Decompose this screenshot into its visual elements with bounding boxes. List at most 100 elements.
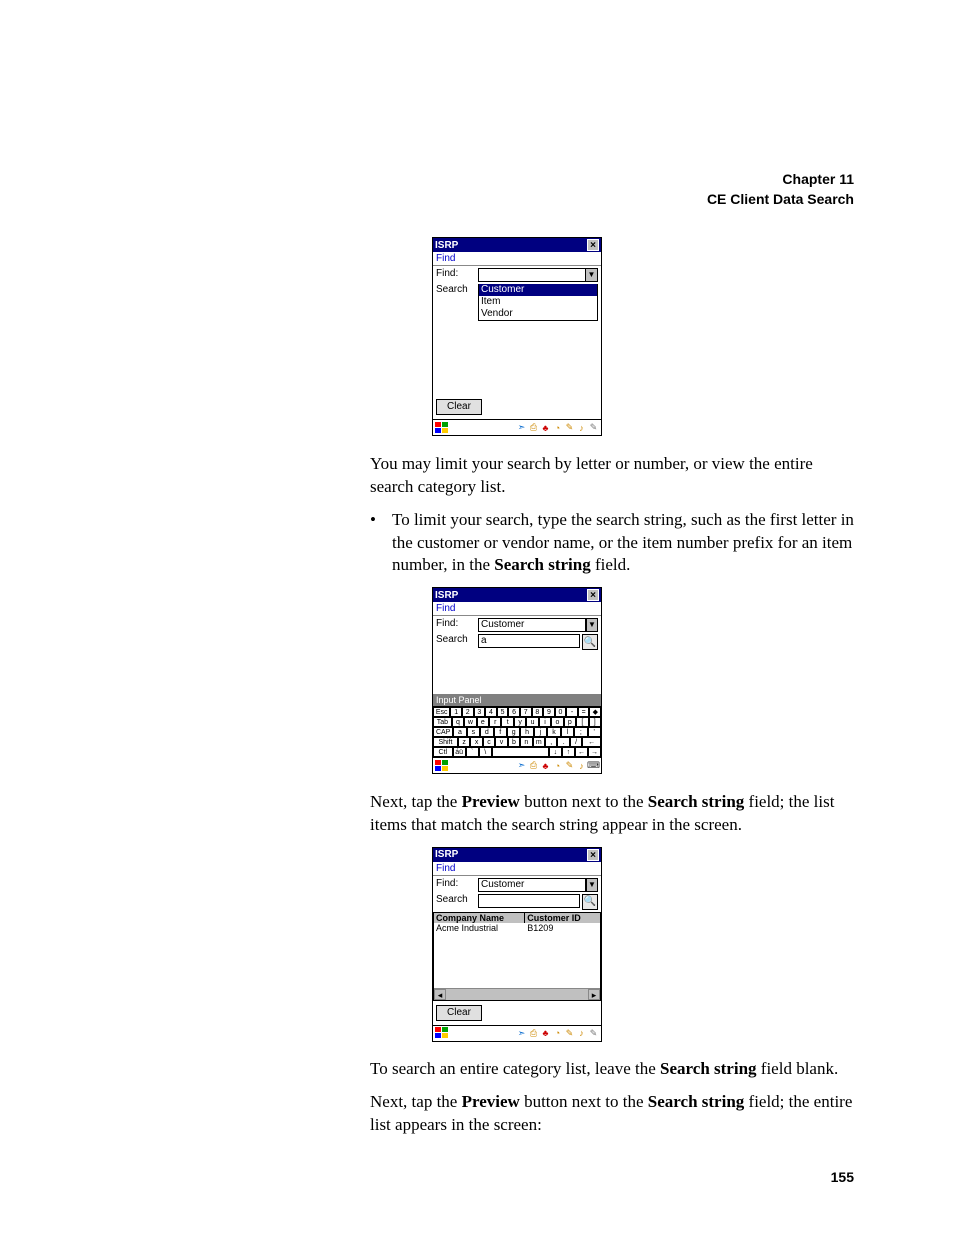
dropdown-item-item[interactable]: Item xyxy=(479,296,597,308)
menu-find[interactable]: Find xyxy=(433,602,601,616)
start-icon[interactable] xyxy=(435,1027,449,1039)
key[interactable]: i xyxy=(539,717,551,727)
keyboard-icon[interactable]: ⌨ xyxy=(588,760,599,771)
key[interactable]: 9 xyxy=(543,707,555,717)
menu-find[interactable]: Find xyxy=(433,252,601,266)
clear-button[interactable]: Clear xyxy=(436,1005,482,1021)
key[interactable]: a xyxy=(453,727,466,737)
tray-icon[interactable]: ⎙ xyxy=(528,422,539,433)
key[interactable]: e xyxy=(477,717,489,727)
tray-icon[interactable]: ♪ xyxy=(576,422,587,433)
find-dropdown[interactable]: Customer xyxy=(478,618,586,632)
key[interactable]: = xyxy=(578,707,590,717)
dropdown-list[interactable]: Customer Item Vendor xyxy=(478,284,598,321)
key[interactable]: → xyxy=(588,747,601,757)
tray-icon[interactable]: ⎙ xyxy=(528,1028,539,1039)
key[interactable]: 5 xyxy=(497,707,509,717)
key[interactable]: q xyxy=(452,717,464,727)
key[interactable]: Esc xyxy=(433,707,450,717)
col-customer-id[interactable]: Customer ID xyxy=(525,913,600,923)
tray-icon[interactable]: ✎ xyxy=(564,422,575,433)
key[interactable]: d xyxy=(480,727,493,737)
scroll-left-icon[interactable]: ◂ xyxy=(434,989,446,1000)
search-input[interactable] xyxy=(478,894,580,908)
key[interactable]: ← xyxy=(582,737,601,747)
key[interactable]: 1 xyxy=(450,707,462,717)
tray-icon[interactable]: ♪ xyxy=(576,1028,587,1039)
key[interactable]: v xyxy=(495,737,507,747)
search-input[interactable]: a xyxy=(478,634,580,648)
preview-button[interactable]: 🔍 xyxy=(582,634,598,650)
key[interactable]: w xyxy=(464,717,476,727)
key[interactable]: - xyxy=(566,707,578,717)
key[interactable]: 8 xyxy=(532,707,544,717)
tray-icon[interactable]: ➣ xyxy=(516,760,527,771)
tray-icon[interactable]: ♪ xyxy=(576,760,587,771)
close-icon[interactable]: × xyxy=(587,589,599,601)
key[interactable]: áü xyxy=(453,747,466,757)
key[interactable]: . xyxy=(557,737,569,747)
start-icon[interactable] xyxy=(435,760,449,772)
tray-icon[interactable]: ⎙ xyxy=(528,760,539,771)
menu-find[interactable]: Find xyxy=(433,862,601,876)
key[interactable]: g xyxy=(507,727,520,737)
key[interactable]: j xyxy=(534,727,547,737)
tray-icon[interactable]: ➣ xyxy=(516,1028,527,1039)
close-icon[interactable]: × xyxy=(587,239,599,251)
key[interactable]: ↓ xyxy=(549,747,562,757)
key[interactable]: y xyxy=(514,717,526,727)
key[interactable]: ← xyxy=(575,747,588,757)
key[interactable]: 0 xyxy=(555,707,567,717)
key[interactable]: ; xyxy=(574,727,587,737)
tray-icon[interactable]: ◔ xyxy=(552,1028,563,1039)
key[interactable]: Shift xyxy=(433,737,458,747)
key[interactable]: k xyxy=(547,727,560,737)
key[interactable]: ` xyxy=(466,747,479,757)
key[interactable]: ↑ xyxy=(562,747,575,757)
key[interactable]: ' xyxy=(588,727,601,737)
start-icon[interactable] xyxy=(435,422,449,434)
dropdown-item-vendor[interactable]: Vendor xyxy=(479,308,597,320)
tray-icon[interactable]: ♣ xyxy=(540,1028,551,1039)
key-space[interactable] xyxy=(492,747,549,757)
key[interactable]: r xyxy=(489,717,501,727)
key[interactable]: n xyxy=(520,737,532,747)
col-company-name[interactable]: Company Name xyxy=(434,913,525,923)
key[interactable]: [ xyxy=(576,717,588,727)
tray-icon[interactable]: ◔ xyxy=(552,422,563,433)
find-dropdown[interactable]: ▼ xyxy=(478,268,598,282)
key[interactable]: 4 xyxy=(485,707,497,717)
key[interactable]: c xyxy=(483,737,495,747)
tray-icon[interactable]: ✎ xyxy=(564,1028,575,1039)
key[interactable]: p xyxy=(564,717,576,727)
key[interactable]: x xyxy=(470,737,482,747)
key[interactable]: o xyxy=(551,717,563,727)
preview-button[interactable]: 🔍 xyxy=(582,894,598,910)
onscreen-keyboard[interactable]: Esc1234567890-=◆ Tabqwertyuiop[] CAPasdf… xyxy=(433,706,601,757)
tray-edit-icon[interactable]: ✎ xyxy=(588,422,599,433)
key[interactable]: CAP xyxy=(433,727,453,737)
tray-icon[interactable]: ✎ xyxy=(564,760,575,771)
key[interactable]: f xyxy=(494,727,507,737)
key[interactable]: \ xyxy=(479,747,492,757)
chevron-down-icon[interactable]: ▼ xyxy=(586,878,598,892)
key[interactable]: / xyxy=(570,737,582,747)
close-icon[interactable]: × xyxy=(587,849,599,861)
chevron-down-icon[interactable]: ▼ xyxy=(586,618,598,632)
chevron-down-icon[interactable]: ▼ xyxy=(585,269,597,281)
tray-icon[interactable]: ♣ xyxy=(540,760,551,771)
dropdown-item-customer[interactable]: Customer xyxy=(479,284,597,296)
key[interactable]: Ctl xyxy=(433,747,453,757)
key[interactable]: h xyxy=(520,727,533,737)
key[interactable]: 6 xyxy=(508,707,520,717)
tray-icon[interactable]: ♣ xyxy=(540,422,551,433)
key[interactable]: 7 xyxy=(520,707,532,717)
key[interactable]: Tab xyxy=(433,717,452,727)
key[interactable]: 3 xyxy=(474,707,486,717)
tray-edit-icon[interactable]: ✎ xyxy=(588,1028,599,1039)
key[interactable]: ◆ xyxy=(589,707,601,717)
tray-icon[interactable]: ◔ xyxy=(552,760,563,771)
key[interactable]: 2 xyxy=(462,707,474,717)
key[interactable]: s xyxy=(467,727,480,737)
key[interactable]: b xyxy=(508,737,520,747)
